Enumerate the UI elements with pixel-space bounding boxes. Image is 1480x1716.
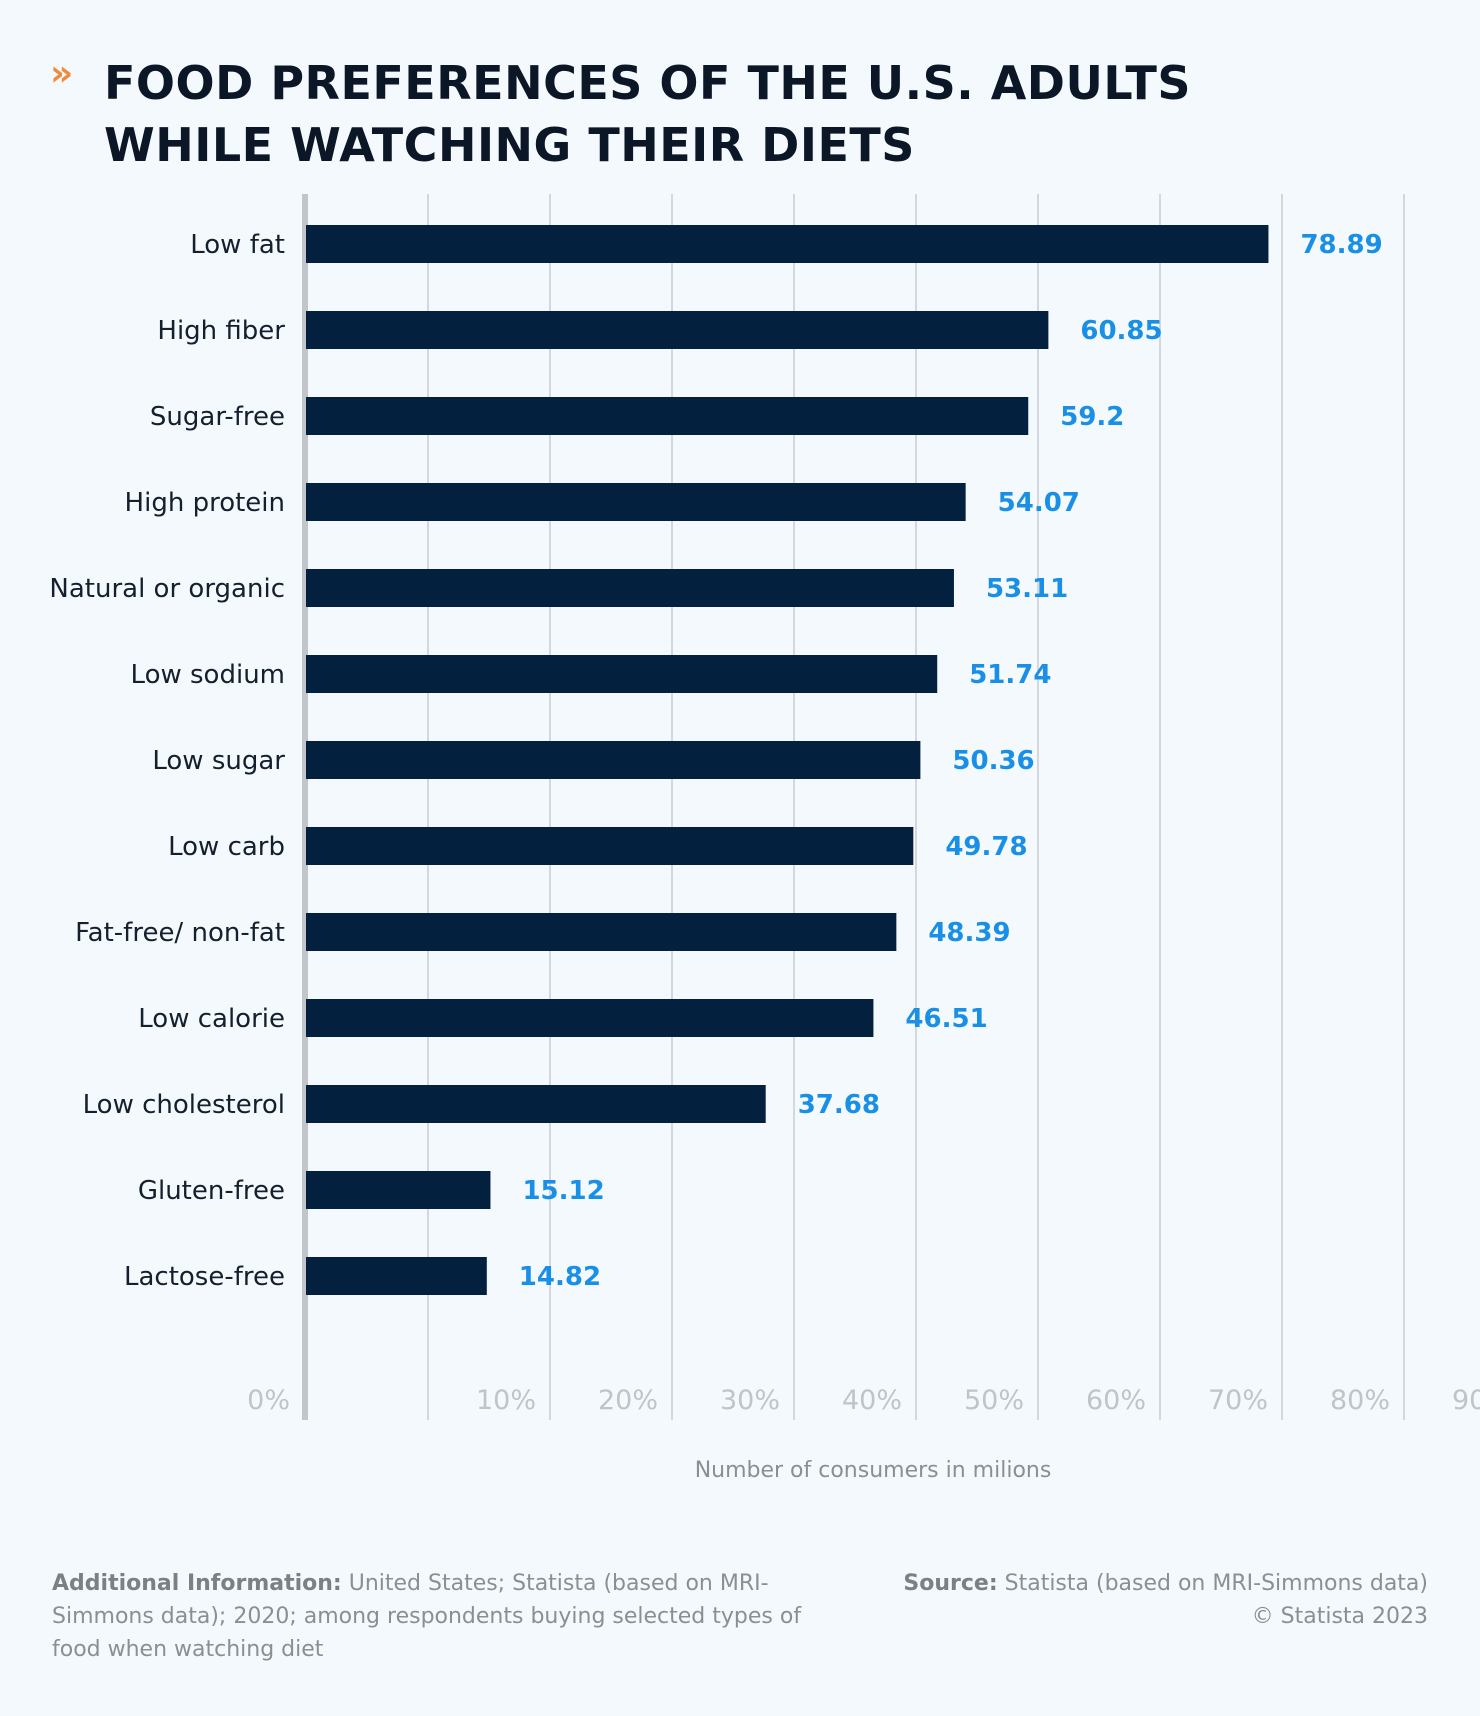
chart-title: FOOD PREFERENCES OF THE U.S. ADULTS WHIL… <box>104 56 1192 172</box>
x-tick-label: 90% <box>1452 1385 1480 1416</box>
chevron-icon: » <box>50 53 73 94</box>
category-label: Low cholesterol <box>83 1090 285 1120</box>
x-tick-label: 80% <box>1330 1385 1390 1416</box>
source-text: Statista (based on MRI-Simmons data) <box>997 1571 1428 1596</box>
bar <box>306 827 914 865</box>
bar <box>306 483 966 521</box>
value-label: 51.74 <box>969 660 1051 690</box>
category-label: Low sodium <box>131 660 285 690</box>
value-label: 15.12 <box>522 1176 604 1206</box>
source-line: Source: Statista (based on MRI-Simmons d… <box>868 1567 1428 1600</box>
x-tick-label: 60% <box>1086 1385 1146 1416</box>
bar <box>306 1085 766 1123</box>
bar <box>306 311 1049 349</box>
bar <box>306 1257 487 1295</box>
category-label: Low carb <box>168 832 285 862</box>
x-tick-label: 70% <box>1208 1385 1268 1416</box>
value-label: 59.2 <box>1060 402 1124 432</box>
bar <box>306 741 921 779</box>
y-axis-line <box>302 194 308 1420</box>
x-tick-label: 50% <box>964 1385 1024 1416</box>
x-tick-label: 20% <box>598 1385 658 1416</box>
value-label: 78.89 <box>1300 230 1382 260</box>
value-label: 60.85 <box>1080 316 1162 346</box>
bar <box>306 913 897 951</box>
category-label: Gluten-free <box>138 1176 285 1206</box>
bar <box>306 655 938 693</box>
additional-information: Additional Information: United States; S… <box>52 1567 832 1666</box>
category-label: Low fat <box>190 230 285 260</box>
x-tick-label: 30% <box>720 1385 780 1416</box>
category-label: High fiber <box>157 316 285 346</box>
x-tick-label: 10% <box>476 1385 536 1416</box>
category-label: Fat-free/ non-fat <box>75 918 285 948</box>
category-label: Low sugar <box>152 746 285 776</box>
category-label: Natural or organic <box>49 574 285 604</box>
additional-information-text: United States; Statista (based on MRI-Si… <box>52 1571 802 1662</box>
value-label: 14.82 <box>519 1262 601 1292</box>
bar <box>306 225 1269 263</box>
value-label: 49.78 <box>945 832 1027 862</box>
bar <box>306 397 1029 435</box>
x-tick-label: 40% <box>842 1385 902 1416</box>
bar <box>306 569 954 607</box>
value-label: 48.39 <box>928 918 1010 948</box>
x-axis-label: Number of consumers in milions <box>695 1458 1052 1483</box>
value-label: 46.51 <box>905 1004 987 1034</box>
value-label: 54.07 <box>998 488 1080 518</box>
additional-information-label: Additional Information: <box>52 1571 342 1596</box>
bar-chart: 0% 10% 20% 30% 40% 50% 60% 70% 80% 90% Low fat 78.8… <box>49 194 1480 1483</box>
x-tick-label: 0% <box>247 1385 290 1416</box>
value-label: 53.11 <box>986 574 1068 604</box>
bar <box>306 999 874 1037</box>
category-label: High protein <box>125 488 285 518</box>
value-label: 37.68 <box>798 1090 880 1120</box>
category-label: Lactose-free <box>124 1262 285 1292</box>
source-block: Source: Statista (based on MRI-Simmons d… <box>868 1567 1428 1633</box>
bar <box>306 1171 491 1209</box>
category-label: Sugar-free <box>150 402 285 432</box>
copyright: © Statista 2023 <box>1251 1604 1428 1629</box>
source-label: Source: <box>903 1571 998 1596</box>
value-label: 50.36 <box>952 746 1034 776</box>
category-label: Low calorie <box>138 1004 285 1034</box>
